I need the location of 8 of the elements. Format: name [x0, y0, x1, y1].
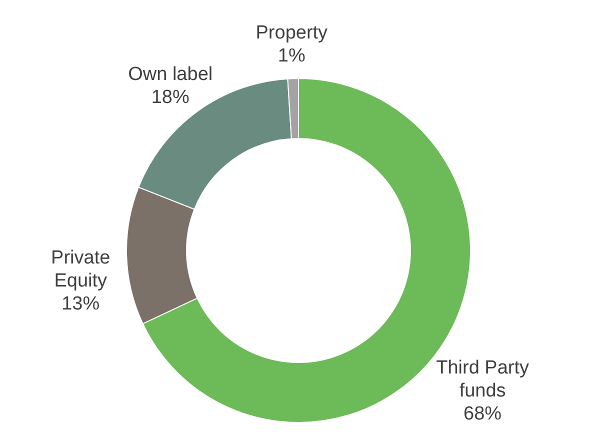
data-label: 18%	[151, 87, 190, 108]
data-label: 68%	[464, 403, 502, 424]
slice-label: Property	[256, 22, 328, 44]
data-label: 1%	[278, 46, 306, 67]
slice-label: Own label	[128, 64, 213, 86]
slice-label: Private Equity	[51, 247, 110, 292]
data-label: 13%	[62, 293, 100, 314]
slice-label: Third Party funds	[436, 357, 530, 402]
